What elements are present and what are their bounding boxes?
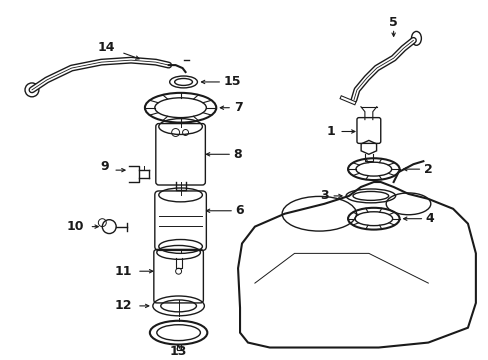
Text: 3: 3 bbox=[319, 189, 328, 202]
Text: 7: 7 bbox=[233, 101, 242, 114]
Text: 14: 14 bbox=[97, 41, 115, 54]
Text: 6: 6 bbox=[235, 204, 244, 217]
Text: 1: 1 bbox=[326, 125, 335, 138]
Text: 5: 5 bbox=[388, 16, 397, 29]
Text: 4: 4 bbox=[425, 212, 434, 225]
Text: 8: 8 bbox=[233, 148, 242, 161]
Text: 9: 9 bbox=[100, 160, 108, 173]
Text: 11: 11 bbox=[114, 265, 132, 278]
Text: 2: 2 bbox=[423, 163, 432, 176]
Text: 12: 12 bbox=[114, 300, 132, 312]
Text: 15: 15 bbox=[223, 76, 241, 89]
Text: 13: 13 bbox=[169, 345, 187, 358]
Text: 10: 10 bbox=[67, 220, 84, 233]
